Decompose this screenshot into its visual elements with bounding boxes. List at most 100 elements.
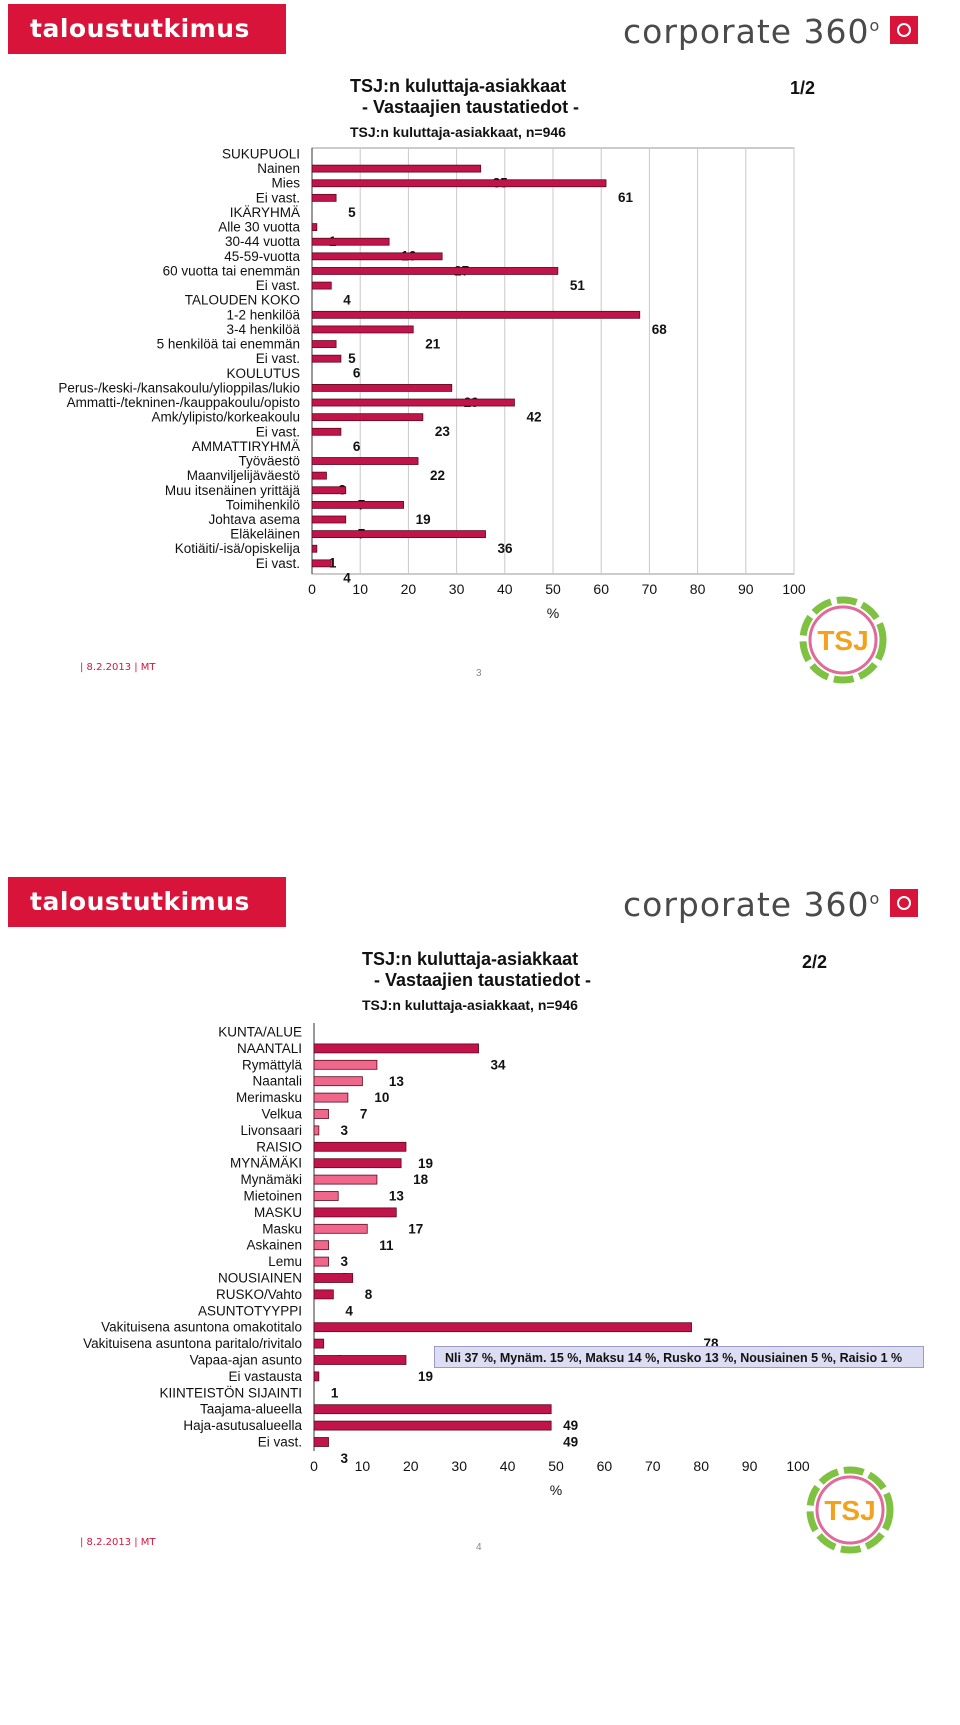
slide-2: taloustutkimus oy corporate 360o TSJ:n k… <box>0 877 960 1725</box>
category-header: SUKUPUOLI <box>222 147 300 162</box>
x-tick-label: 0 <box>308 581 316 597</box>
bar <box>313 1240 329 1251</box>
bar <box>313 1273 354 1283</box>
x-tick-label: 100 <box>782 581 806 597</box>
row-label: Haja-asutusalueella <box>183 1418 302 1433</box>
bar <box>313 1355 407 1365</box>
bar <box>311 281 332 290</box>
corporate-360-logo: corporate 360o <box>623 885 919 924</box>
note-box: Nli 37 %, Mynäm. 15 %, Maksu 14 %, Rusko… <box>434 1346 924 1368</box>
row-label: Nainen <box>257 161 300 176</box>
row-label: Mynämäki <box>240 1172 302 1187</box>
data-label: 21 <box>425 336 441 351</box>
row-label: Maanviljelijäväestö <box>187 468 300 483</box>
row-label: MYNÄMÄKI <box>230 1156 302 1171</box>
row-label: Ei vast. <box>256 351 300 366</box>
data-label: 6 <box>353 439 361 454</box>
data-label: 68 <box>652 322 668 337</box>
data-label: 8 <box>365 1287 373 1302</box>
row-label: 30-44 vuotta <box>225 234 301 249</box>
bar <box>311 193 337 202</box>
row-label: Merimasku <box>236 1090 302 1105</box>
chart-title: TSJ:n kuluttaja-asiakkaat <box>362 949 579 969</box>
bar <box>313 1256 329 1267</box>
bar <box>313 1289 334 1300</box>
bar <box>311 179 607 188</box>
data-label: 19 <box>418 1156 433 1171</box>
bar <box>311 354 342 363</box>
x-axis-label: % <box>550 1482 562 1498</box>
corporate-360-logo: corporate 360o <box>623 12 919 51</box>
bar <box>311 267 559 275</box>
category-header: IKÄRYHMÄ <box>230 205 300 220</box>
data-label: 42 <box>526 410 541 425</box>
data-label: 4 <box>343 293 351 308</box>
row-label: NAANTALI <box>237 1041 302 1056</box>
bar <box>311 237 390 246</box>
data-label: 18 <box>413 1172 429 1187</box>
chart-title-line2: - Vastaajien taustatiedot - <box>362 97 580 117</box>
x-tick-label: 50 <box>545 581 561 597</box>
row-label: Vakituisena asuntona paritalo/rivitalo <box>83 1336 302 1351</box>
row-label: Amk/ylipisto/korkeakoulu <box>151 410 300 425</box>
data-label: 51 <box>570 278 586 293</box>
row-label: Taajama-alueella <box>200 1402 303 1417</box>
bar <box>313 1191 339 1201</box>
row-label: Mies <box>271 176 300 191</box>
category-header: TALOUDEN KOKO <box>185 293 300 308</box>
data-label: 19 <box>416 512 431 527</box>
row-label: Kotiäiti/-isä/opiskelija <box>175 541 301 556</box>
row-label: Perus-/keski-/kansakoulu/ylioppilas/luki… <box>58 380 300 395</box>
bar <box>313 1059 378 1070</box>
category-header: AMMATTIRYHMÄ <box>192 439 300 454</box>
corporate-360-text: corporate 360 <box>623 885 870 924</box>
data-label: 13 <box>389 1189 405 1204</box>
data-label: 5 <box>348 205 356 220</box>
data-label: 17 <box>408 1221 423 1236</box>
x-tick-label: 0 <box>310 1458 318 1474</box>
chart-subtitle: TSJ:n kuluttaja-asiakkaat, n=946 <box>362 997 578 1013</box>
bar <box>311 325 414 334</box>
chart-title-block: TSJ:n kuluttaja-asiakkaat - Vastaajien t… <box>350 76 579 140</box>
data-label: 34 <box>491 1057 507 1072</box>
bar <box>311 500 404 509</box>
data-label: 49 <box>563 1418 578 1433</box>
bar <box>313 1207 397 1218</box>
bar <box>311 340 337 348</box>
row-label: Mietoinen <box>243 1189 302 1204</box>
bar <box>311 559 332 568</box>
row-label: Masku <box>262 1221 302 1236</box>
bar <box>311 471 327 480</box>
row-label: Ei vastausta <box>228 1369 302 1384</box>
footer-date: | 8.2.2013 | MT <box>80 1537 156 1548</box>
data-label: 5 <box>348 351 356 366</box>
bar <box>313 1174 378 1185</box>
bar <box>311 384 453 392</box>
footer-page-number: 3 <box>476 668 482 679</box>
data-label: 36 <box>498 541 514 556</box>
x-tick-label: 10 <box>352 581 368 597</box>
row-label: 45-59-vuotta <box>224 249 300 264</box>
chart-subtitle: TSJ:n kuluttaja-asiakkaat, n=946 <box>350 124 566 140</box>
row-label: Alle 30 vuotta <box>218 220 300 235</box>
row-label: Ammatti-/tekninen-/kauppakoulu/opisto <box>67 395 300 410</box>
row-label: 5 henkilöä tai enemmän <box>157 337 300 352</box>
row-label: RAISIO <box>256 1139 302 1154</box>
bar <box>313 1141 407 1152</box>
bar <box>311 223 318 232</box>
data-label: 1 <box>331 1385 339 1400</box>
data-label: 10 <box>374 1090 389 1105</box>
row-label: Johtava asema <box>208 512 300 527</box>
bar <box>311 398 515 407</box>
chart-title-line2: - Vastaajien taustatiedot - <box>374 970 592 990</box>
chart-2: 0 10 20 30 40 50 60 70 80 90 100% KUNTA/ALUENAANTAL… <box>83 1023 810 1498</box>
bar <box>313 1371 320 1382</box>
data-label: 23 <box>435 424 451 439</box>
row-label: Livonsaari <box>240 1123 302 1138</box>
bar <box>311 427 342 436</box>
row-label: 3-4 henkilöä <box>226 322 300 337</box>
x-tick-label: 30 <box>451 1458 467 1474</box>
bar <box>313 1437 329 1447</box>
category-header: ASUNTOTYYPPI <box>198 1303 302 1318</box>
x-tick-label: 80 <box>693 1458 709 1474</box>
